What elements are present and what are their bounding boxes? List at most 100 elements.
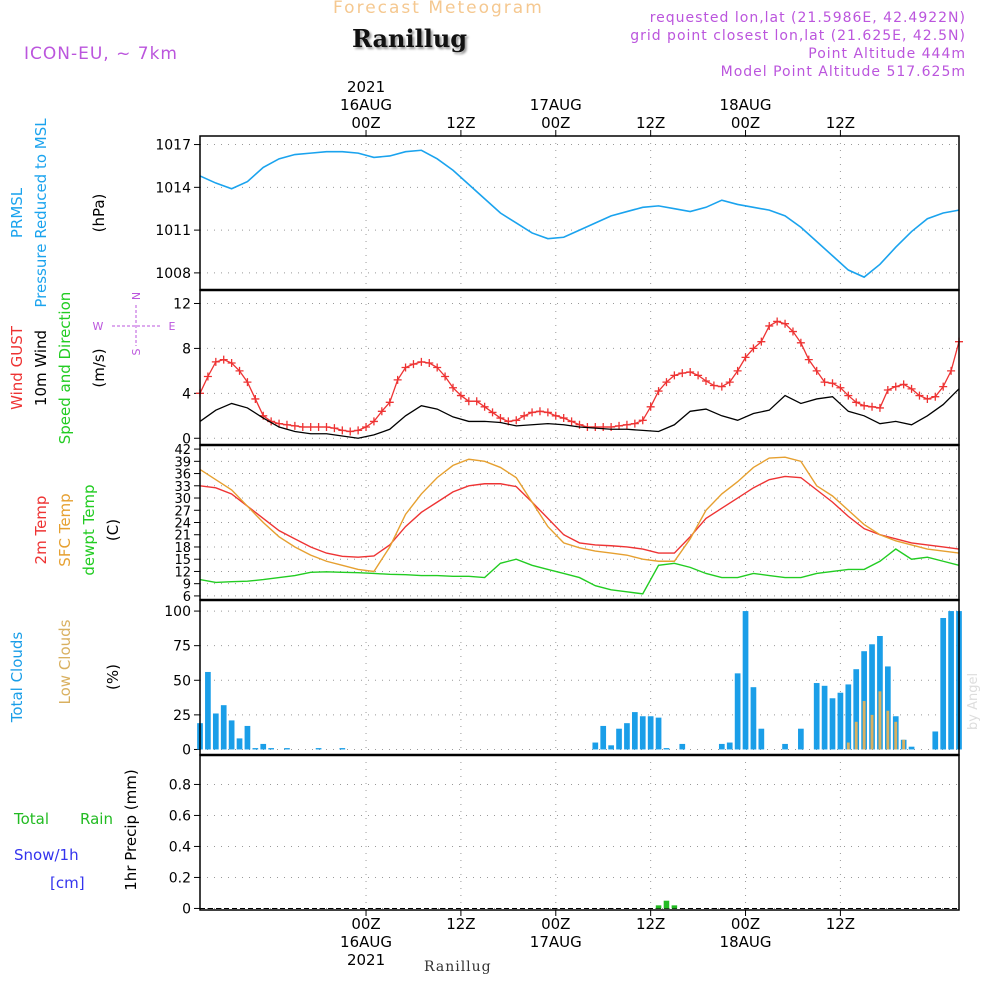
gust-marker (282, 420, 291, 429)
gust-marker (496, 414, 505, 423)
gust-marker (520, 411, 529, 420)
compass-west: W (93, 320, 104, 333)
gust-marker (733, 366, 742, 375)
gust-marker (947, 366, 956, 375)
total-cloud-bar (284, 748, 290, 750)
total-cloud-bar (655, 717, 662, 750)
dewpt-label: dewpt Temp (80, 484, 98, 575)
model-name: ICON-EU, ~ 7km (24, 44, 178, 64)
total-cloud-bar (758, 728, 765, 750)
gust-marker (449, 383, 457, 392)
gust-marker (346, 427, 355, 436)
gust-marker (725, 378, 734, 387)
gust-marker (203, 372, 212, 381)
gust-marker (528, 408, 537, 417)
gust-marker (931, 392, 940, 401)
total-cloud-bar (244, 725, 251, 750)
temperature-ytick-label: 21 (174, 529, 191, 544)
precip-total-label: Total (13, 810, 49, 828)
gust-marker (322, 423, 331, 432)
gust-marker (551, 411, 560, 420)
gust-marker (883, 385, 892, 394)
total-cloud-bar (639, 716, 646, 750)
compass-icon: N W E S (93, 292, 176, 356)
gust-marker (338, 426, 347, 435)
gust-marker (891, 382, 900, 391)
total-cloud-bar (948, 611, 954, 750)
gust-marker (686, 367, 695, 376)
gust-marker (630, 419, 639, 428)
compass-north: N (130, 292, 143, 300)
gust-marker (899, 380, 908, 389)
temperature-ytick-label: 15 (174, 553, 191, 568)
gust-marker (923, 394, 932, 403)
total-cloud-bar (853, 669, 860, 750)
gust-marker (369, 417, 378, 426)
bottom-time-label: 00Z (731, 915, 760, 933)
total-cloud-bar (608, 745, 614, 750)
gust-marker (456, 391, 465, 400)
gust-marker (622, 420, 631, 429)
top-time-label: 00Z (351, 114, 380, 132)
pressure-ytick-label: 1008 (155, 266, 191, 282)
panel-clouds: 0 25 50 75 100 (164, 600, 959, 758)
total-cloud-bar (782, 743, 788, 750)
total-cloud-bar (908, 746, 915, 750)
bottom-time-label: 12Z (636, 915, 665, 933)
total-cloud-bar (205, 671, 211, 750)
bottom-time-label: 00Z (351, 915, 380, 933)
low-cloud-bar (894, 721, 898, 750)
gust-marker (741, 353, 750, 362)
temperature-ytick-label: 18 (174, 541, 191, 556)
total-cloud-bar (798, 728, 804, 750)
clouds-ytick-label: 100 (164, 604, 191, 620)
gust-marker (781, 319, 790, 328)
gust-marker (844, 391, 853, 400)
gust-marker (377, 407, 386, 416)
pressure-label-msl: Pressure Reduced to MSL (32, 118, 50, 308)
panel-frame-precip (199, 754, 960, 911)
low-cloud-bar (862, 701, 866, 750)
total-cloud-bar (940, 617, 947, 750)
compass-south: S (130, 348, 143, 355)
low-cloud-bar (878, 691, 882, 750)
total-cloud-bar (845, 684, 852, 750)
gust-marker (227, 359, 236, 368)
gust-marker (543, 408, 552, 417)
gust-marker (409, 360, 418, 369)
gust-marker (757, 337, 766, 346)
total-cloud-bar (869, 644, 875, 750)
precip-rain-label: Rain (80, 810, 113, 828)
low-cloud-bar (902, 739, 906, 750)
precip-ytick-label: 0.4 (169, 839, 191, 855)
gust-marker (417, 357, 426, 366)
wind-unit-label: (m/s) (90, 348, 108, 387)
gust-marker (670, 371, 679, 380)
temperature-ytick-label: 33 (174, 480, 191, 495)
top-date-label: 2021 (347, 78, 385, 96)
gust-marker (638, 416, 647, 425)
gust-marker (425, 359, 434, 368)
panels: 1008101110141017048126912151821242730333… (155, 135, 963, 917)
pressure-unit-label: (hPa) (90, 194, 108, 233)
total-cloud-bar (750, 687, 757, 750)
low-cloud-bar (886, 710, 890, 750)
gust-marker (385, 398, 394, 407)
location-title: Ranillug (352, 24, 468, 53)
top-time-label: 12Z (636, 114, 665, 132)
gust-marker (235, 366, 244, 375)
wind-direction-label: Speed and Direction (56, 292, 74, 445)
total-cloud-bar (821, 685, 828, 750)
gust-marker (251, 394, 260, 403)
gust-marker (654, 387, 663, 396)
total-cloud-bar (236, 738, 243, 750)
total-cloud-bar (616, 728, 622, 750)
gust-marker (678, 369, 687, 378)
low-cloud-bar (846, 742, 850, 750)
grid-point-coords: grid point closest lon,lat (21.625E, 42.… (630, 28, 966, 44)
total-cloud-bar (742, 611, 749, 750)
total-cloud-bar (932, 731, 939, 750)
rain-bar (663, 900, 670, 909)
gust-marker (796, 338, 805, 347)
gust-marker (512, 416, 521, 425)
